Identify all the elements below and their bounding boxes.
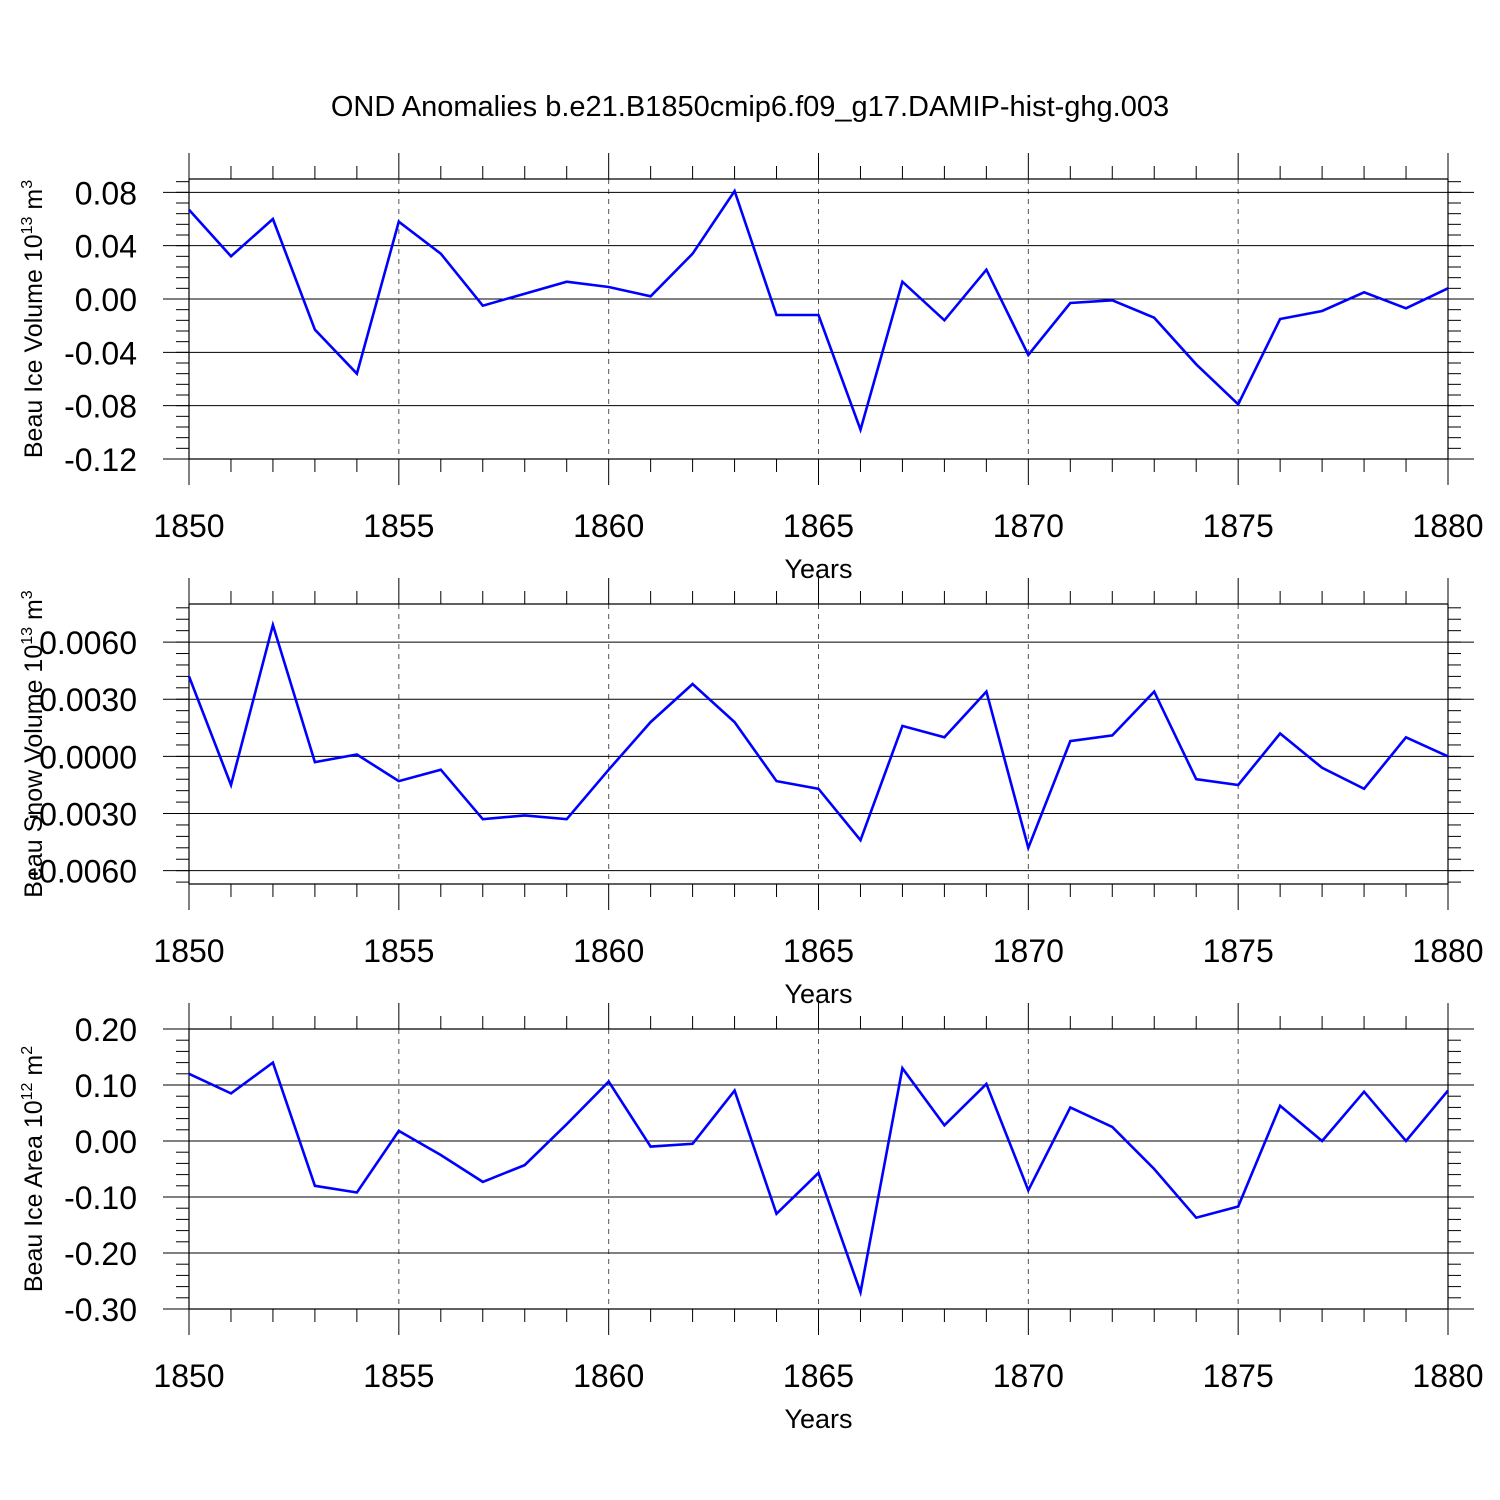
x-tick-label: 1860 <box>573 1358 644 1394</box>
y-tick-label: 0.00 <box>75 1124 137 1160</box>
x-tick-label: 1870 <box>993 508 1064 544</box>
y-tick-label: 0.20 <box>75 1012 137 1048</box>
y-tick-label: 0.0030 <box>39 682 137 718</box>
panel-3: 1850 1855 1860 1865 1870 1875 1880 0.20 0.10 0.00… <box>19 1003 1484 1434</box>
x-tick-label: 1875 <box>1203 508 1274 544</box>
y-tick-label: 0.0000 <box>39 739 137 775</box>
y-tick-label: -0.10 <box>64 1180 137 1216</box>
x-tick-label: 1865 <box>783 1358 854 1394</box>
x-tick-label: 1870 <box>993 933 1064 969</box>
y-tick-label: -0.0060 <box>28 854 137 890</box>
y-tick-label: 0.10 <box>75 1068 137 1104</box>
x-tick-label: 1850 <box>153 508 224 544</box>
panel-1: 1850 1855 1860 1865 1870 1875 1880 0.08 0.04 0.00… <box>19 153 1484 584</box>
y-tick-label: 0.0060 <box>39 625 137 661</box>
x-axis-label: Years <box>784 1404 852 1434</box>
y-tick-label: 0.00 <box>75 282 137 318</box>
x-tick-label: 1880 <box>1412 1358 1483 1394</box>
x-tick-label: 1875 <box>1203 1358 1274 1394</box>
panel-2: 1850 1855 1860 1865 1870 1875 1880 0.0060 0.0030… <box>19 578 1484 1009</box>
y-axis-label: Beau Ice Volume 1013 m3 <box>19 180 48 458</box>
x-tick-label: 1855 <box>363 933 434 969</box>
y-tick-label: -0.30 <box>64 1292 137 1328</box>
series-line <box>188 188 1449 434</box>
y-tick-label: 0.08 <box>75 175 137 211</box>
x-tick-label: 1860 <box>573 508 644 544</box>
x-tick-label: 1880 <box>1412 933 1483 969</box>
series-line <box>188 1060 1449 1298</box>
x-tick-label: 1870 <box>993 1358 1064 1394</box>
y-axis-label: Beau Ice Area 1012 m2 <box>19 1046 48 1292</box>
y-tick-label: -0.04 <box>64 335 137 371</box>
x-tick-label: 1865 <box>783 508 854 544</box>
x-tick-label: 1850 <box>153 933 224 969</box>
x-tick-label: 1855 <box>363 1358 434 1394</box>
x-tick-label: 1865 <box>783 933 854 969</box>
y-tick-label: -0.20 <box>64 1236 137 1272</box>
panels-group: 1850 1855 1860 1865 1870 1875 1880 0.08 0.04 0.00… <box>19 153 1484 1434</box>
y-tick-label: -0.08 <box>64 389 137 425</box>
y-axis-label: Beau Snow Volume 1013 m3 <box>19 590 48 898</box>
series-line <box>187 620 1449 852</box>
y-tick-label: 0.04 <box>75 229 137 265</box>
x-tick-label: 1880 <box>1412 508 1483 544</box>
x-tick-label: 1875 <box>1203 933 1274 969</box>
chart-title: OND Anomalies b.e21.B1850cmip6.f09_g17.D… <box>331 91 1169 123</box>
y-tick-label: -0.12 <box>64 442 137 478</box>
y-tick-label: -0.0030 <box>28 797 137 833</box>
x-tick-label: 1850 <box>153 1358 224 1394</box>
x-tick-label: 1855 <box>363 508 434 544</box>
x-tick-label: 1860 <box>573 933 644 969</box>
